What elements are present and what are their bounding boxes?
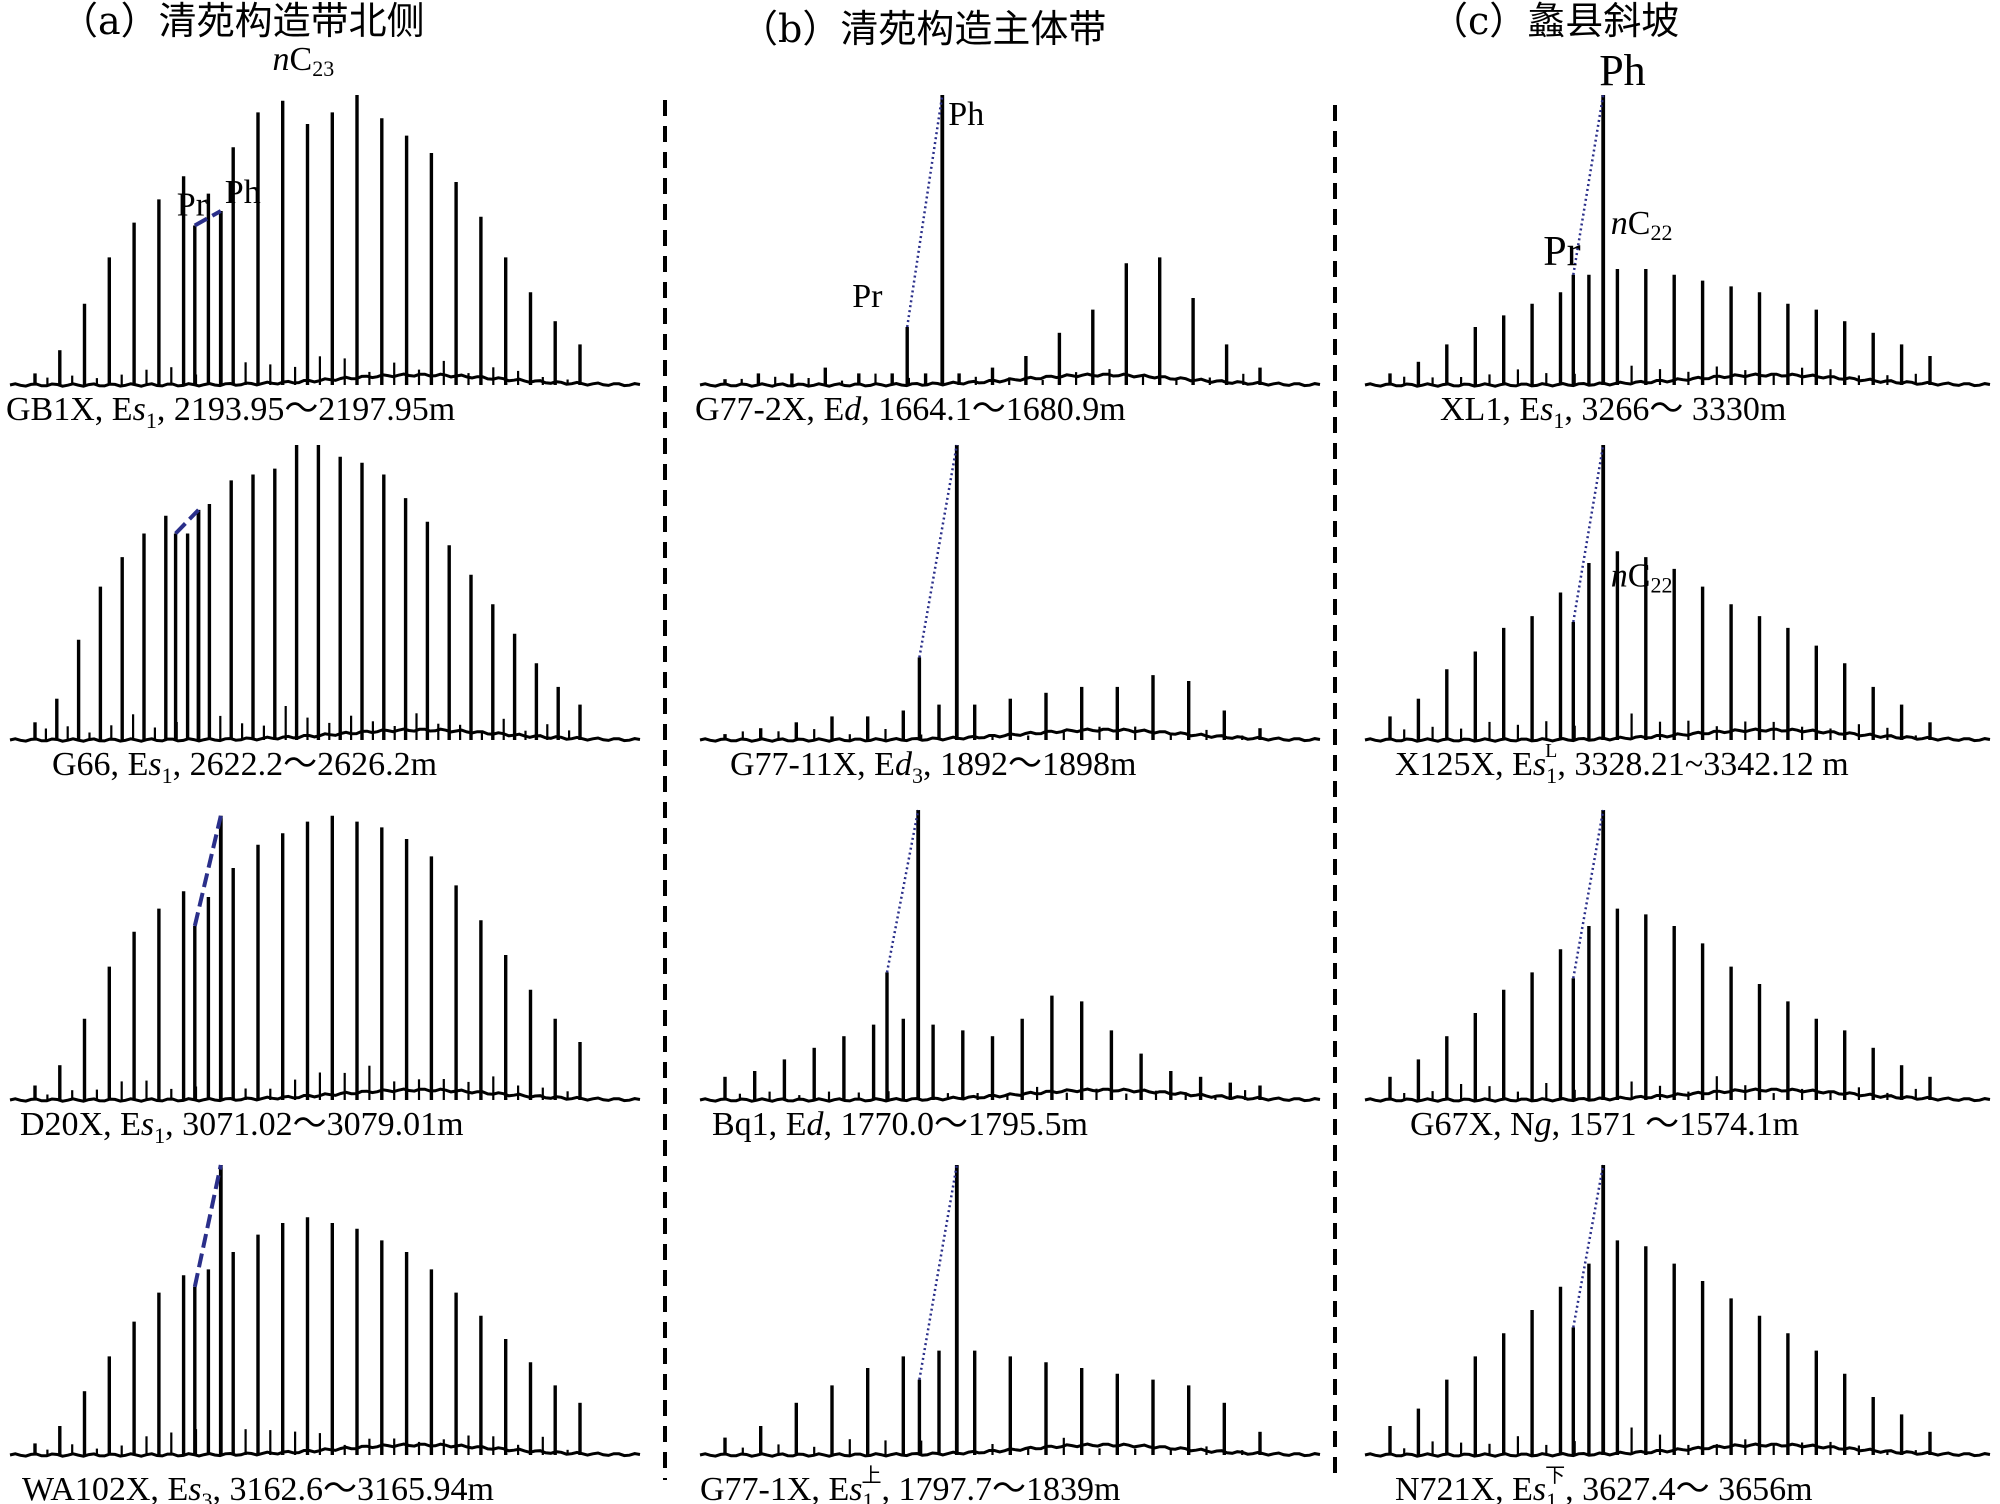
sample-caption: G66, Es1, 2622.2～2626.2m bbox=[52, 746, 437, 788]
sample-caption: G77-2X, Ed, 1664.1～1680.9m bbox=[695, 391, 1126, 428]
peak-label: Pr bbox=[1543, 229, 1580, 275]
baseline-trace bbox=[9, 1087, 641, 1103]
chromatogram-panel-G66: G66, Es1, 2622.2～2626.2m bbox=[9, 445, 641, 788]
chromatogram-panel-Bq1: Bq1, Ed, 1770.0～1795.5m bbox=[699, 809, 1321, 1143]
chromatogram-panel-G67X: G67X, Ng, 1571 ～1574.1m bbox=[1364, 809, 1991, 1143]
sample-caption: G77-1X, Es1上, 1797.7～1839m bbox=[700, 1464, 1120, 1504]
peak-label: nC22 bbox=[1611, 205, 1673, 245]
peak-label: Pr bbox=[852, 278, 883, 315]
baseline-trace bbox=[9, 372, 641, 388]
sample-caption: GB1X, Es1, 2193.95～2197.95m bbox=[6, 391, 455, 433]
baseline-trace bbox=[1364, 372, 1991, 388]
peak-label: Ph bbox=[1599, 46, 1645, 95]
baseline-trace bbox=[1364, 1087, 1991, 1103]
peak-label: nC22 bbox=[1611, 558, 1673, 598]
baseline-trace bbox=[1364, 727, 1991, 743]
column-title-b: （b）清苑构造主体带 bbox=[740, 7, 1106, 51]
sample-caption: N721X, Es1下, 3627.4～ 3656m bbox=[1395, 1465, 1813, 1504]
peak-label: nC23 bbox=[273, 41, 335, 81]
chromatogram-panel-G77-2X: Pr Ph G77-2X, Ed, 1664.1～1680.9m bbox=[695, 94, 1321, 428]
sample-caption: Bq1, Ed, 1770.0～1795.5m bbox=[712, 1106, 1088, 1143]
sample-caption: X125X, Es1L, 3328.21~3342.12 m bbox=[1395, 740, 1849, 788]
chromatogram-panel-D20X: D20X, Es1, 3071.02～3079.01m bbox=[9, 815, 641, 1148]
baseline-trace bbox=[1364, 1442, 1991, 1458]
chromatogram-panel-WA102X: WA102X, Es3, 3162.6～3165.94m bbox=[9, 1164, 641, 1504]
pr-ph-connector bbox=[885, 809, 920, 973]
pr-ph-connector bbox=[918, 444, 959, 658]
baseline-trace bbox=[9, 1442, 641, 1458]
pr-ph-connector bbox=[1572, 809, 1605, 979]
chromatogram-panel-N721X: N721X, Es1下, 3627.4～ 3656m bbox=[1364, 1164, 1991, 1504]
peak-label: Pr bbox=[177, 187, 208, 224]
baseline-trace bbox=[699, 1087, 1321, 1103]
chromatogram-panel-G77-1X: G77-1X, Es1上, 1797.7～1839m bbox=[699, 1164, 1321, 1504]
chromatogram-panel-G77-11X: G77-11X, Ed3, 1892～1898m bbox=[699, 444, 1321, 788]
pr-ph-connector bbox=[918, 1164, 959, 1380]
chromatogram-panel-X125X: nC22 X125X, Es1L, 3328.21~3342.12 m bbox=[1364, 444, 1991, 788]
pr-ph-connector bbox=[1572, 94, 1605, 276]
column-title-c: （c）蠡县斜坡 bbox=[1430, 0, 1679, 43]
pr-ph-connector bbox=[193, 209, 222, 228]
sample-caption: G77-11X, Ed3, 1892～1898m bbox=[730, 746, 1136, 788]
peak-label: Ph bbox=[225, 174, 261, 211]
peak-label: Ph bbox=[948, 96, 984, 133]
sample-caption: WA102X, Es3, 3162.6～3165.94m bbox=[22, 1471, 494, 1504]
pr-ph-connector bbox=[905, 94, 944, 328]
chromatogram-panels: nC23 Pr Ph GB1X, Es1, 2193.95～2197.95m G66, … bbox=[6, 41, 1991, 1504]
baseline-trace bbox=[9, 727, 641, 743]
pr-ph-connector bbox=[192, 1164, 223, 1288]
sample-caption: XL1, Es1, 3266～ 3330m bbox=[1440, 391, 1786, 433]
chromatogram-panel-XL1: Ph Pr nC22 XL1, Es1, 3266～ 3330m bbox=[1364, 46, 1991, 433]
pr-ph-connector bbox=[174, 508, 200, 535]
column-title-a: （a）清苑构造带北侧 bbox=[60, 0, 425, 43]
sample-caption: D20X, Es1, 3071.02～3079.01m bbox=[20, 1106, 464, 1148]
sample-caption: G67X, Ng, 1571 ～1574.1m bbox=[1410, 1106, 1799, 1143]
chromatogram-panel-GB1X: nC23 Pr Ph GB1X, Es1, 2193.95～2197.95m bbox=[6, 41, 641, 433]
